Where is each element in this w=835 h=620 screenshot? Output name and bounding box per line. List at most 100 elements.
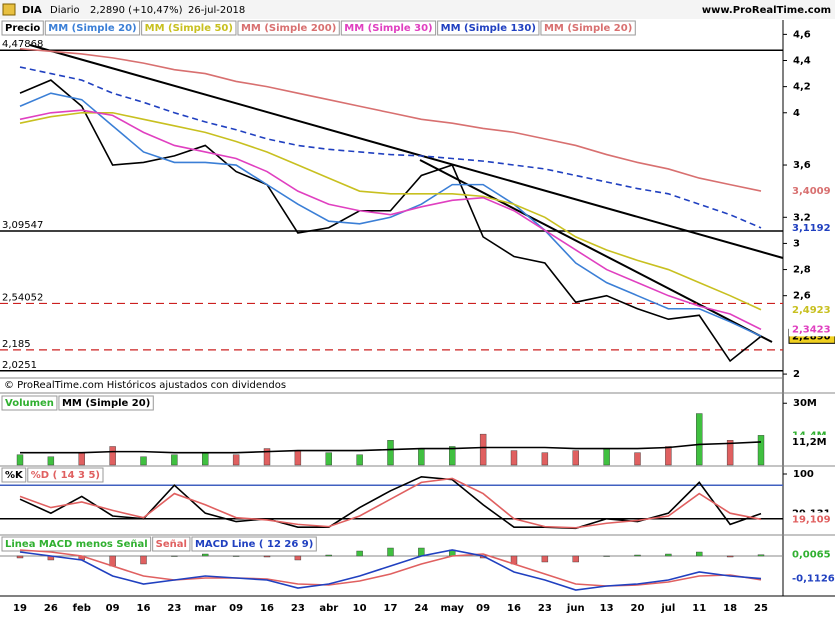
value-label: 11,2M [792, 437, 827, 448]
series-line [19, 47, 762, 192]
series-line [19, 477, 762, 529]
bar [140, 555, 147, 565]
value-label: 3,4009 [792, 186, 831, 197]
series-line [19, 111, 762, 311]
legend-entry: Linea MACD menos Señal [5, 539, 148, 550]
legend-entry: MM (Simple 30) [344, 23, 432, 34]
legend-entry: MM (Simple 200) [241, 23, 336, 34]
legend-box [1, 536, 152, 552]
bar [726, 555, 734, 558]
bar [47, 456, 55, 466]
y-tick-label: 3,6 [793, 160, 811, 171]
bar [572, 555, 579, 563]
x-tick-label: 16 [260, 603, 274, 614]
bar [356, 550, 363, 557]
bar [387, 440, 394, 466]
x-tick-label: may [441, 603, 465, 614]
bar [294, 450, 302, 466]
legend-entry: MACD Line ( 12 26 9) [195, 539, 313, 550]
x-tick-label: 11 [692, 603, 706, 614]
series-line [19, 549, 762, 587]
symbol: DIA [22, 5, 42, 16]
value-label: 2,2890 [792, 331, 831, 342]
series-line [19, 109, 762, 331]
bar [603, 555, 610, 557]
legend-box [58, 395, 154, 411]
series-line [19, 475, 762, 530]
x-tick-label: 17 [384, 603, 398, 614]
y-tick-label: 2,6 [793, 291, 811, 302]
value-box [789, 547, 835, 562]
level-label: 2,54052 [2, 292, 43, 303]
x-tick-label: jun [566, 603, 585, 614]
legend-box [540, 20, 636, 36]
value-box [789, 512, 835, 527]
legend-entry: %D ( 14 3 5) [31, 470, 100, 481]
legend-box [1, 395, 58, 411]
legend-box [340, 20, 437, 36]
footer: © ProRealTime.com Históricos ajustados c… [4, 379, 286, 391]
bar [696, 413, 703, 466]
value-box [789, 220, 835, 235]
legend-box [237, 20, 340, 36]
bar [263, 448, 271, 466]
bar [757, 554, 765, 557]
y-tick-label: 4 [793, 108, 800, 119]
value-label: 3,1192 [792, 223, 831, 234]
x-tick-label: 23 [167, 603, 181, 614]
site: www.ProRealTime.com [702, 5, 831, 16]
legend-entry: Precio [5, 23, 40, 34]
bar [171, 454, 178, 466]
y-tick-label: 2 [793, 369, 800, 380]
y-tick-label: 30M [793, 398, 817, 409]
legend-box [44, 20, 141, 36]
bar [78, 452, 85, 466]
x-tick-label: 10 [353, 603, 367, 614]
x-tick-label: 09 [229, 603, 243, 614]
value-box [789, 322, 835, 337]
bar [603, 448, 610, 466]
x-tick-label: 24 [414, 603, 428, 614]
bar [202, 452, 209, 466]
bar [665, 446, 672, 466]
series-line [20, 441, 762, 454]
legend-box [152, 536, 191, 552]
x-tick-label: 13 [600, 603, 614, 614]
bar [202, 553, 209, 557]
level-label: 2,185 [2, 339, 31, 350]
x-tick-label: 26 [44, 603, 58, 614]
y-tick-label: 3,2 [793, 212, 811, 223]
bar [232, 454, 240, 466]
bar [109, 446, 116, 466]
legend-box [27, 467, 104, 483]
bar [634, 452, 641, 466]
legend-box [1, 467, 27, 483]
bar [572, 450, 579, 466]
date: 26-jul-2018 [188, 5, 245, 16]
period: Diario [50, 5, 80, 16]
bar [325, 554, 332, 557]
value-label: 19,109 [792, 514, 831, 525]
y-tick-label: 4,2 [793, 82, 811, 93]
y-tick-label: 100 [793, 469, 814, 480]
y-tick-label: 4,4 [793, 56, 811, 67]
x-tick-label: 18 [723, 603, 737, 614]
x-tick-label: 16 [507, 603, 521, 614]
bar [541, 555, 549, 563]
x-tick-label: 09 [106, 603, 120, 614]
x-tick-label: abr [319, 603, 338, 614]
level-label: 4,47868 [2, 39, 43, 50]
value-box [789, 302, 835, 317]
y-tick-label: 4,6 [793, 29, 811, 40]
bar [665, 553, 672, 557]
value-box [789, 434, 835, 449]
value-label: -0,1126 [792, 574, 835, 585]
legend-entry: Volumen [5, 398, 54, 409]
bar [541, 452, 549, 466]
y-tick-label: 3 [793, 238, 800, 249]
legend-entry: MM (Simple 20) [48, 23, 136, 34]
bar [479, 433, 487, 466]
trend-line [419, 159, 773, 343]
x-tick-label: 20 [631, 603, 645, 614]
